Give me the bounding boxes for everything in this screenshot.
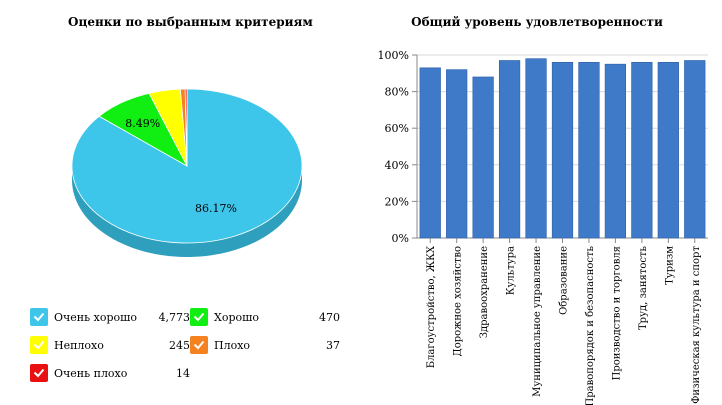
bar-2[interactable] [472, 76, 494, 239]
legend-label: Неплохо [54, 339, 104, 352]
bar-category-label-4: Муниципальное управление [532, 246, 543, 397]
bar-3[interactable] [498, 60, 521, 239]
checkmark-icon [190, 336, 208, 354]
bar-category-label-10: Физическая культура и спорт [691, 246, 702, 404]
legend-label: Хорошо [214, 311, 259, 324]
checkmark-icon [190, 308, 208, 326]
bar-y-tick-label: 40% [385, 159, 409, 172]
legend-label: Очень хорошо [54, 311, 137, 324]
pie-chart-title: Оценки по выбранным критериям [68, 15, 313, 29]
bar-category-label-2: Здравоохранение [479, 246, 490, 338]
pie-slice-4[interactable] [184, 88, 188, 167]
pie-percent-label-0: 86.17% [195, 202, 237, 215]
legend-count: 245 [169, 339, 190, 352]
pie-slice-0[interactable] [71, 88, 303, 244]
pie-side-0 [72, 166, 303, 257]
bar-category-label-3: Культура [506, 246, 517, 295]
checkmark-icon [30, 336, 48, 354]
bar-category-label-7: Производство и торговля [611, 246, 622, 380]
legend-item-4[interactable]: Очень плохо 14 [30, 364, 350, 386]
bar-category-label-9: Туризм [664, 246, 675, 285]
bar-y-tick-label: 100% [378, 49, 409, 62]
legend-item-0[interactable]: Очень хорошо 4,773 [30, 308, 350, 330]
legend-count: 14 [176, 367, 190, 380]
legend-count: 37 [326, 339, 340, 352]
bar-1[interactable] [446, 69, 468, 239]
bar-category-label-8: Труд, занятость [638, 245, 649, 330]
bar-y-tick-label: 0% [392, 232, 409, 245]
bar-y-tick-label: 80% [385, 86, 409, 99]
legend-count: 470 [319, 311, 340, 324]
pie-percent-label-1: 8.49% [125, 117, 160, 130]
legend-label: Очень плохо [54, 367, 128, 380]
bar-10[interactable] [684, 60, 706, 239]
bar-9[interactable] [657, 62, 679, 239]
bar-7[interactable] [604, 63, 627, 239]
bar-category-label-5: Образование [559, 246, 570, 315]
bar-0[interactable] [419, 67, 441, 239]
bar-chart-title: Общий уровень удовлетворенности [411, 15, 663, 29]
legend-item-3[interactable]: Плохо 37 [190, 336, 510, 358]
legend-item-2[interactable]: Неплохо 245 [30, 336, 350, 358]
bar-category-label-1: Дорожное хозяйство [453, 246, 464, 356]
bar-8[interactable] [631, 62, 653, 239]
bar-5[interactable] [551, 62, 574, 239]
legend-label: Плохо [214, 339, 251, 352]
checkmark-icon [30, 364, 48, 382]
legend-count: 4,773 [158, 311, 191, 324]
legend-item-1[interactable]: Хорошо 470 [190, 308, 510, 330]
bar-category-label-0: Благоустройство, ЖКХ [426, 245, 437, 368]
bar-4[interactable] [525, 58, 547, 239]
bar-y-tick-label: 20% [385, 195, 409, 208]
bar-6[interactable] [578, 62, 600, 239]
bar-category-label-6: Правопорядок и безопасность [585, 245, 596, 405]
checkmark-icon [30, 308, 48, 326]
bar-y-tick-label: 60% [385, 122, 409, 135]
